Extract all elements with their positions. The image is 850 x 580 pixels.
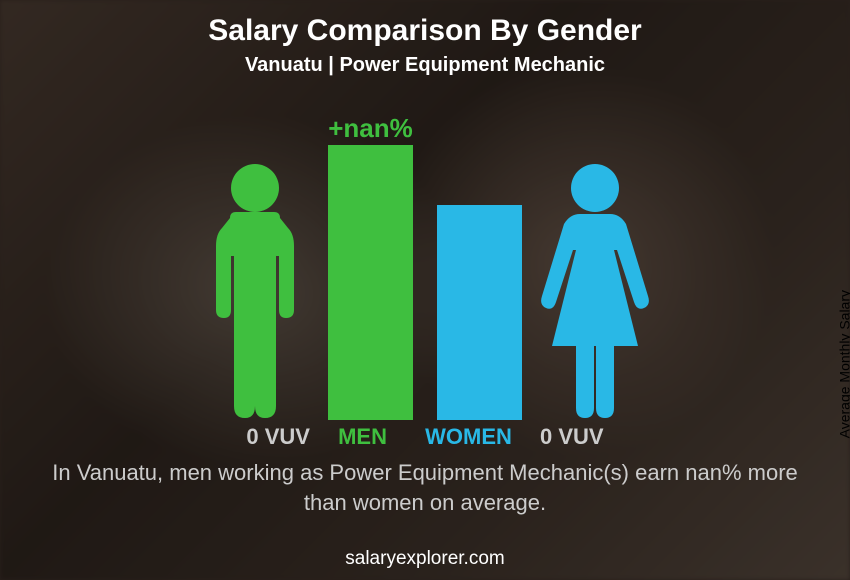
labels-row: 0 VUV MEN WOMEN 0 VUV — [0, 424, 850, 450]
women-value: 0 VUV — [540, 424, 604, 449]
men-value: 0 VUV — [246, 424, 310, 449]
men-group: +nan% — [190, 145, 437, 420]
women-label: WOMEN — [425, 424, 512, 449]
women-bar — [437, 205, 522, 420]
footer-source: salaryexplorer.com — [0, 548, 850, 570]
caption-text: In Vanuatu, men working as Power Equipme… — [40, 458, 810, 517]
page-subtitle: Vanuatu | Power Equipment Mechanic — [0, 54, 850, 77]
page-title: Salary Comparison By Gender — [0, 0, 850, 48]
women-group — [437, 160, 660, 420]
men-label: MEN — [338, 424, 387, 449]
men-bar: +nan% — [328, 145, 413, 420]
female-person-icon — [530, 160, 660, 420]
pct-delta-label: +nan% — [328, 113, 413, 144]
chart-area: +nan% — [0, 90, 850, 420]
y-axis-label: Average Monthly Salary — [836, 290, 850, 438]
content-layer: Salary Comparison By Gender Vanuatu | Po… — [0, 0, 850, 580]
male-person-icon — [190, 160, 320, 420]
